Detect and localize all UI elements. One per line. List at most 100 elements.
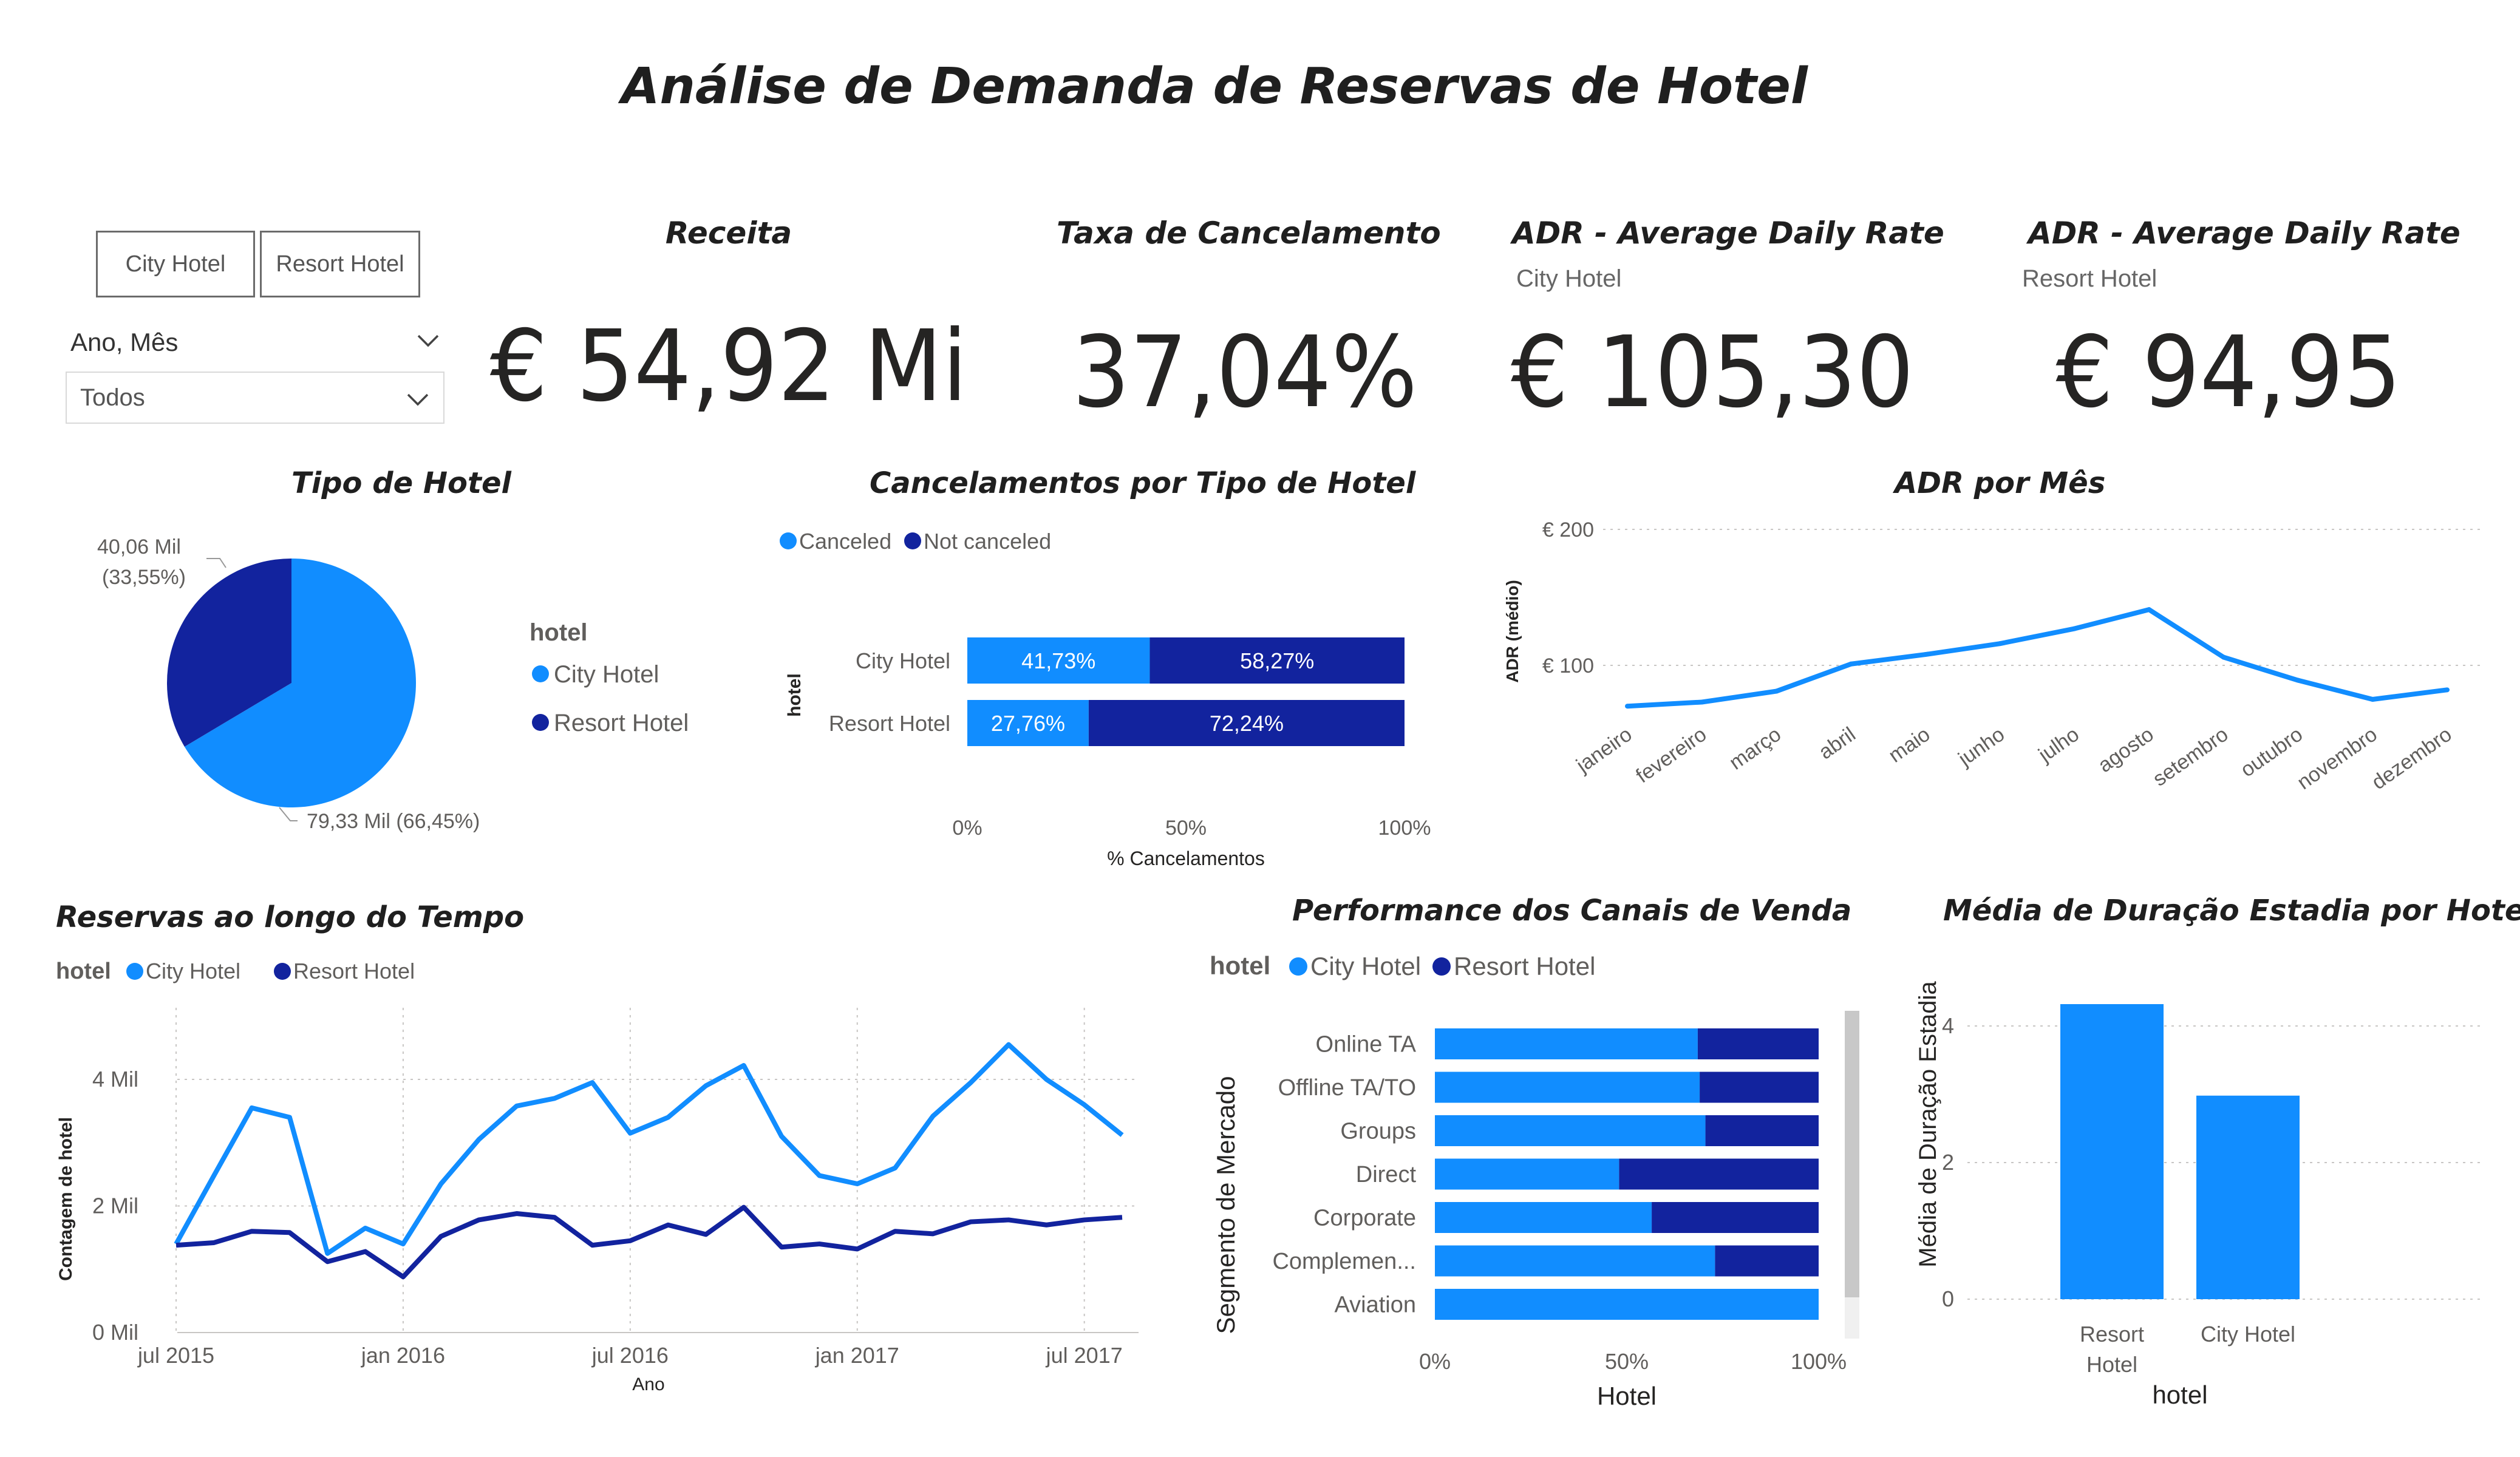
chevron-down-icon[interactable] bbox=[416, 331, 440, 349]
channel-bar-segment[interactable] bbox=[1700, 1072, 1819, 1103]
pie-leader-line bbox=[206, 558, 226, 568]
slicer-button-resort-hotel[interactable]: Resort Hotel bbox=[260, 231, 420, 297]
adr-point[interactable] bbox=[2147, 607, 2152, 613]
scrollbar-thumb[interactable] bbox=[1845, 1011, 1859, 1297]
bookings-legend-title: hotel bbox=[56, 959, 111, 984]
kpi-adr-resort-value: € 94,95 bbox=[2055, 316, 2402, 430]
legend-marker bbox=[780, 532, 797, 549]
kpi-receita-value: € 54,92 Mi bbox=[489, 310, 968, 424]
channels-legend-item[interactable]: City Hotel bbox=[1310, 952, 1421, 980]
adr-y-axis-label: ADR (médio) bbox=[1503, 580, 1522, 683]
channel-bar-segment[interactable] bbox=[1435, 1202, 1652, 1233]
channel-category-label: Offline TA/TO bbox=[1278, 1075, 1416, 1101]
bookings-x-tick: jul 2015 bbox=[137, 1343, 214, 1368]
adr-point[interactable] bbox=[1774, 688, 1779, 694]
stay-y-tick: 0 bbox=[1942, 1286, 1954, 1311]
stay-duration-chart-title: Média de Duração Estadia por Hotel bbox=[1943, 894, 2520, 928]
adr-point[interactable] bbox=[2445, 687, 2450, 693]
cancel-bar-label: 72,24% bbox=[1210, 711, 1284, 736]
channel-bar-segment[interactable] bbox=[1435, 1072, 1700, 1103]
pie-chart-title: Tipo de Hotel bbox=[291, 466, 511, 500]
channel-bar-segment[interactable] bbox=[1435, 1115, 1706, 1146]
bookings-legend-item[interactable]: Resort Hotel bbox=[293, 959, 415, 983]
chevron-down-icon bbox=[407, 393, 429, 406]
bookings-legend-item[interactable]: City Hotel bbox=[146, 959, 240, 983]
adr-point[interactable] bbox=[1922, 652, 1928, 657]
cancel-x-axis-label: % Cancelamentos bbox=[1107, 847, 1265, 869]
legend-marker bbox=[274, 963, 291, 980]
cancel-legend-item[interactable]: Canceled bbox=[799, 529, 891, 554]
channel-bar-segment[interactable] bbox=[1652, 1202, 1819, 1233]
page-title: Análise de Demanda de Reservas de Hotel bbox=[621, 58, 1808, 115]
pie-legend-title: hotel bbox=[530, 619, 588, 646]
channel-bar-segment[interactable] bbox=[1715, 1245, 1819, 1277]
bookings-x-tick: jan 2016 bbox=[361, 1343, 445, 1368]
adr-point[interactable] bbox=[2370, 697, 2375, 702]
kpi-receita-title: Receita bbox=[665, 216, 792, 251]
adr-point[interactable] bbox=[2295, 678, 2301, 683]
bookings-y-tick: 2 Mil bbox=[92, 1194, 138, 1218]
bookings-y-axis-label: Contagem de hotel bbox=[56, 1117, 76, 1281]
channel-bar-segment[interactable] bbox=[1619, 1158, 1819, 1190]
channel-bar-segment[interactable] bbox=[1435, 1158, 1619, 1190]
cancel-bar-segment[interactable] bbox=[967, 700, 1089, 746]
pie-chart: 79,33 Mil (66,45%) 40,06 Mil (33,55%) hotel… bbox=[97, 535, 689, 833]
slicer-button-city-hotel[interactable]: City Hotel bbox=[96, 231, 255, 297]
adr-point[interactable] bbox=[1699, 699, 1704, 705]
adr-point[interactable] bbox=[1625, 704, 1630, 709]
cancel-chart-title: Cancelamentos por Tipo de Hotel bbox=[870, 466, 1416, 500]
pie-legend-item[interactable]: City Hotel bbox=[554, 661, 659, 688]
channel-category-label: Corporate bbox=[1313, 1206, 1416, 1231]
bookings-time-chart: hotel City Hotel Resort Hotel jul 2015 jan 2… bbox=[56, 959, 1139, 1394]
channel-bar-segment[interactable] bbox=[1435, 1245, 1715, 1277]
stay-bar[interactable] bbox=[2196, 1095, 2300, 1299]
cancel-bar-segment[interactable] bbox=[1149, 637, 1405, 684]
cancel-category-label: Resort Hotel bbox=[829, 711, 950, 736]
bookings-line-resort-hotel[interactable] bbox=[175, 1204, 1123, 1280]
pie-legend-item[interactable]: Resort Hotel bbox=[554, 710, 689, 736]
cancel-bar-segment[interactable] bbox=[967, 637, 1150, 684]
cancel-x-tick: 50% bbox=[1165, 817, 1207, 840]
channel-bar-segment[interactable] bbox=[1435, 1289, 1819, 1320]
date-slicer-value: Todos bbox=[80, 384, 145, 411]
adr-y-tick: € 100 bbox=[1542, 654, 1594, 678]
bookings-x-tick: jul 2017 bbox=[1046, 1343, 1123, 1368]
channel-bar-segment[interactable] bbox=[1705, 1115, 1819, 1146]
adr-x-tick: junho bbox=[1953, 722, 2009, 770]
adr-point[interactable] bbox=[2221, 654, 2226, 660]
legend-marker bbox=[532, 714, 549, 731]
kpi-adr-city-subtitle: City Hotel bbox=[1516, 265, 1622, 292]
legend-marker bbox=[532, 665, 549, 682]
channel-bar-segment[interactable] bbox=[1435, 1028, 1698, 1059]
kpi-cancel-title: Taxa de Cancelamento bbox=[1057, 216, 1441, 251]
adr-x-tick: agosto bbox=[2094, 722, 2157, 777]
channels-legend-item[interactable]: Resort Hotel bbox=[1454, 952, 1595, 980]
adr-point[interactable] bbox=[2072, 626, 2077, 631]
cancel-legend-item[interactable]: Not canceled bbox=[924, 529, 1051, 554]
cancel-x-tick: 100% bbox=[1378, 817, 1431, 840]
stay-x-tick: City Hotel bbox=[2201, 1322, 2295, 1347]
pie-leader-line bbox=[279, 807, 298, 821]
adr-point[interactable] bbox=[1997, 641, 2003, 647]
channels-x-tick: 100% bbox=[1791, 1349, 1847, 1374]
pie-slice-resort-hotel[interactable] bbox=[167, 559, 291, 747]
kpi-adr-resort-subtitle: Resort Hotel bbox=[2022, 265, 2157, 292]
channel-bar-segment[interactable] bbox=[1697, 1028, 1819, 1059]
kpi-cancel-value: 37,04% bbox=[1072, 316, 1418, 430]
cancel-bar-segment[interactable] bbox=[1088, 700, 1405, 746]
pie-slice-city-hotel[interactable] bbox=[184, 559, 416, 807]
adr-x-tick: março bbox=[1725, 722, 1785, 774]
channels-y-axis-label: Segmento de Mercado bbox=[1211, 1076, 1240, 1334]
cancel-bar-label: 41,73% bbox=[1021, 648, 1095, 673]
kpi-adr-city-title: ADR - Average Daily Rate bbox=[1512, 216, 1944, 251]
adr-x-tick: abril bbox=[1814, 722, 1859, 764]
adr-point[interactable] bbox=[1848, 661, 1854, 667]
bookings-y-tick: 4 Mil bbox=[92, 1067, 138, 1092]
bookings-line-city-hotel[interactable] bbox=[174, 1042, 1124, 1256]
bookings-x-tick: jan 2017 bbox=[815, 1343, 899, 1368]
adr-line bbox=[1627, 607, 2448, 709]
stay-bar[interactable] bbox=[2060, 1004, 2164, 1299]
date-slicer-dropdown[interactable]: Todos bbox=[66, 372, 444, 424]
